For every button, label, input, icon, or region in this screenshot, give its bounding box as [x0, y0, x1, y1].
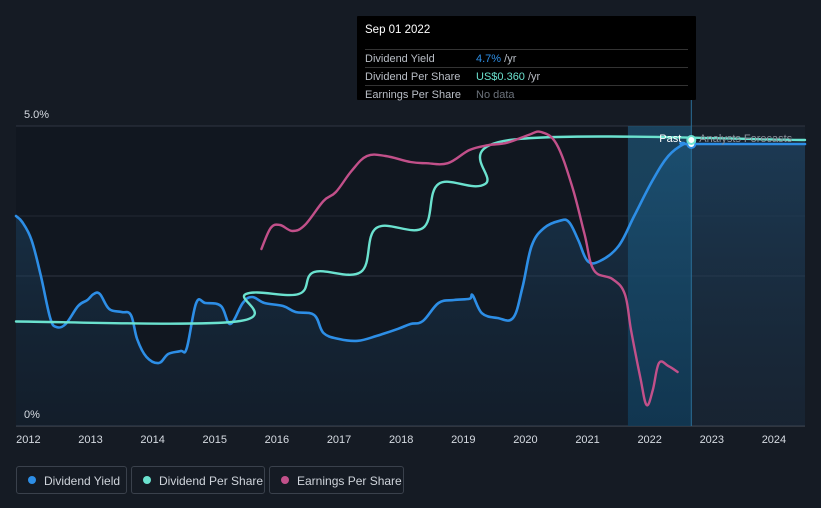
tooltip-label: Dividend Per Share — [365, 71, 461, 83]
tooltip-row-dividend-per-share: Dividend Per Share US$0.360 /yr — [365, 67, 688, 86]
x-tick-label: 2017 — [327, 434, 351, 446]
legend-item-earnings-per-share[interactable]: Earnings Per Share — [269, 466, 404, 494]
tooltip-label: Dividend Yield — [365, 53, 435, 65]
series-line-dividend-yield — [14, 141, 807, 365]
legend-dot-icon — [28, 476, 36, 484]
forecast-label: Analysts Forecasts — [699, 133, 792, 145]
x-tick-label: 2019 — [451, 434, 475, 446]
x-tick-label: 2014 — [140, 434, 164, 446]
y-tick-label: 0% — [24, 409, 40, 421]
tooltip-value: US$0.360 /yr — [476, 71, 541, 83]
tooltip: Sep 01 2022 Dividend Yield 4.7% /yr Divi… — [357, 16, 696, 101]
tooltip-value: No data — [476, 89, 515, 101]
x-tick-label: 2015 — [203, 434, 227, 446]
x-tick-label: 2022 — [637, 434, 661, 446]
legend-dot-icon — [281, 476, 289, 484]
legend-label: Dividend Per Share — [159, 474, 264, 488]
dividend-yield-area — [16, 143, 805, 426]
marker-dot-dividend-per-share — [686, 135, 697, 145]
x-tick-label: 2024 — [762, 434, 786, 446]
tooltip-row-earnings-per-share: Earnings Per Share No data — [365, 85, 688, 104]
legend-item-dividend-per-share[interactable]: Dividend Per Share — [131, 466, 265, 494]
x-tick-label: 2020 — [513, 434, 537, 446]
x-tick-label: 2012 — [16, 434, 40, 446]
tooltip-value: 4.7% /yr — [476, 53, 517, 65]
x-tick-label: 2013 — [78, 434, 102, 446]
y-tick-label: 5.0% — [24, 109, 49, 121]
tooltip-date: Sep 01 2022 — [365, 24, 431, 36]
legend-label: Dividend Yield — [44, 474, 121, 488]
x-tick-label: 2021 — [575, 434, 599, 446]
x-tick-label: 2023 — [700, 434, 724, 446]
legend-item-dividend-yield[interactable]: Dividend Yield — [16, 466, 127, 494]
tooltip-row-dividend-yield: Dividend Yield 4.7% /yr — [365, 49, 688, 68]
legend-label: Earnings Per Share — [297, 474, 402, 488]
x-tick-label: 2018 — [389, 434, 413, 446]
forecast-highlight-band — [627, 126, 692, 426]
series-line-earnings-per-share — [260, 130, 679, 407]
past-label: Past — [659, 133, 681, 145]
tooltip-label: Earnings Per Share — [365, 89, 461, 101]
legend-dot-icon — [143, 476, 151, 484]
x-tick-label: 2016 — [265, 434, 289, 446]
